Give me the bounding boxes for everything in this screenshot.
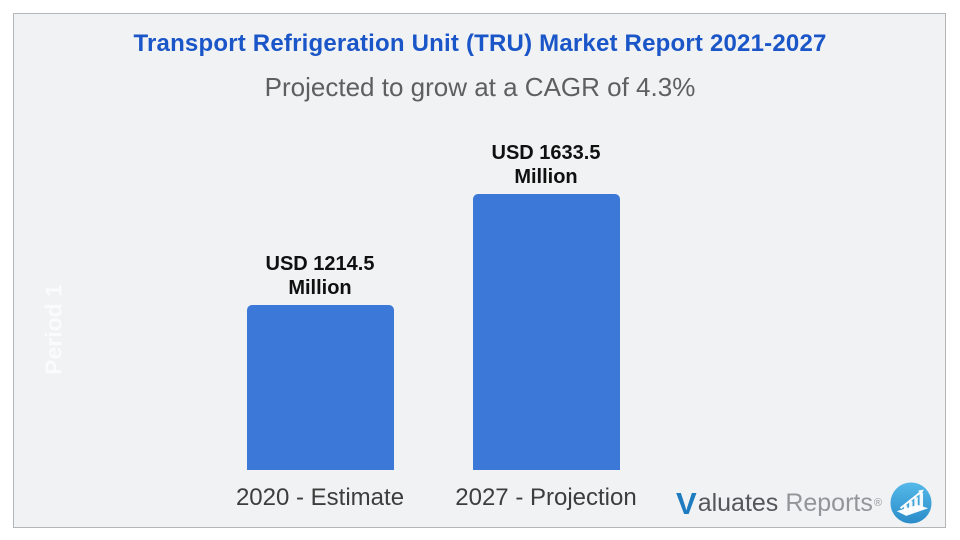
value-label-2020-line2: Million xyxy=(288,277,352,299)
bar-2027-projection xyxy=(473,194,620,470)
bar-chart-growth-icon xyxy=(890,482,932,524)
logo-reports-text: Reports xyxy=(785,488,873,517)
chart-title: Transport Refrigeration Unit (TRU) Marke… xyxy=(133,30,827,57)
bar-2020-estimate xyxy=(247,305,394,470)
category-label-2020: 2020 - Estimate xyxy=(235,484,405,511)
registered-trademark-symbol: ® xyxy=(873,497,882,509)
value-label-2020: USD 1214.5 Million xyxy=(210,252,430,300)
value-label-2027: USD 1633.5 Million xyxy=(436,141,656,189)
value-label-2020-line1: USD 1214.5 xyxy=(265,253,375,275)
value-label-2027-line2: Million xyxy=(514,166,578,188)
logo-name-text: aluates xyxy=(697,488,779,517)
logo-letter-v: V xyxy=(676,485,697,521)
value-label-2027-line1: USD 1633.5 xyxy=(491,142,601,164)
category-label-2027: 2027 - Projection xyxy=(455,484,637,511)
chart-subtitle: Projected to grow at a CAGR of 4.3% xyxy=(264,72,696,102)
y-axis-watermark-label: Period 1 xyxy=(40,284,67,375)
